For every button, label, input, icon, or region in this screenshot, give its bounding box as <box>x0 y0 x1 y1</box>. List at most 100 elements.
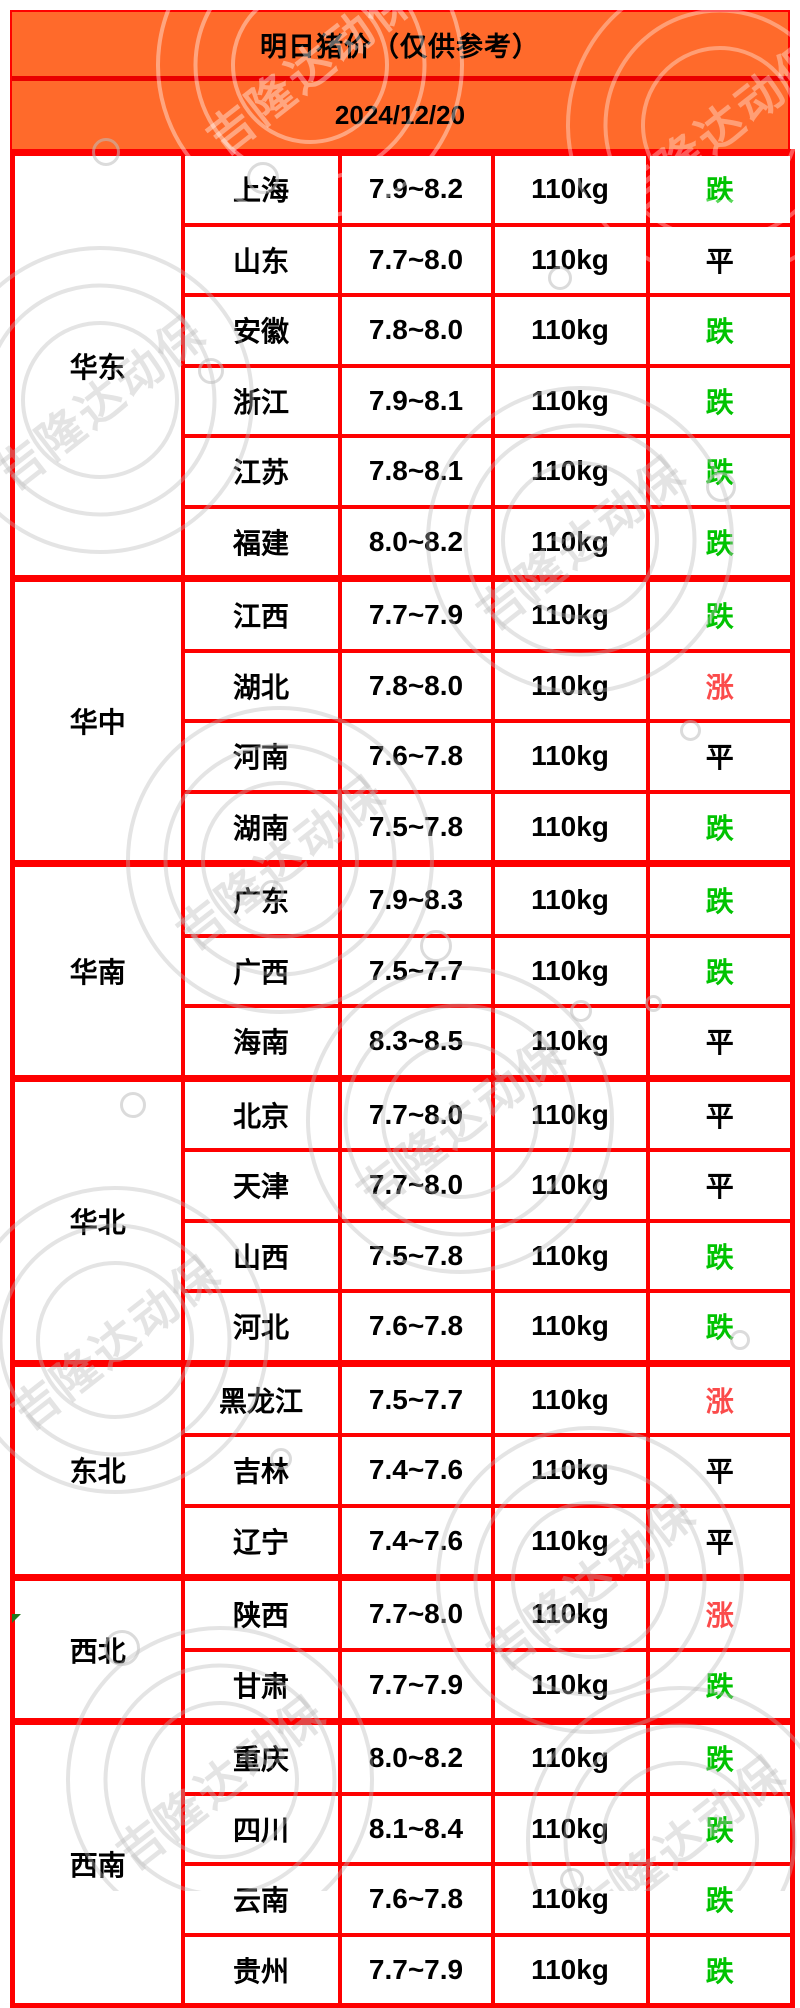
province-cell: 陕西 <box>180 1574 342 1652</box>
province-cell: 山西 <box>180 1218 342 1293</box>
table-row: 华北 北京 7.7~8.0 110kg 平 <box>10 1074 795 1365</box>
weight-cell: 110kg <box>490 149 650 227</box>
weight-cell: 110kg <box>490 1359 650 1437</box>
weight-cell: 110kg <box>490 1074 650 1152</box>
weight-cell: 110kg <box>490 933 650 1008</box>
weight-cell: 110kg <box>490 1218 650 1293</box>
price-cell: 7.6~7.8 <box>337 1289 495 1365</box>
report-date: 2024/12/20 <box>334 99 466 130</box>
trend-cell: 跌 <box>645 149 795 227</box>
region-cell: 东北 <box>10 1359 185 1580</box>
table-row: 东北 黑龙江 7.5~7.7 110kg 涨 <box>10 1359 795 1580</box>
weight-cell: 110kg <box>490 1503 650 1580</box>
weight-cell: 110kg <box>490 434 650 509</box>
price-cell: 8.1~8.4 <box>337 1791 495 1866</box>
table-row: 安徽 7.8~8.0 110kg 跌 <box>13 293 795 368</box>
trend-cell: 平 <box>645 1004 795 1080</box>
region-cell: 华南 <box>10 860 185 1080</box>
weight-cell: 110kg <box>490 1433 650 1508</box>
table-row: 广西 7.5~7.7 110kg 跌 <box>13 933 795 1008</box>
weight-cell: 110kg <box>490 719 650 794</box>
trend-cell: 涨 <box>645 1359 795 1437</box>
trend-cell: 跌 <box>645 789 795 866</box>
table-row: 福建 8.0~8.2 110kg 跌 <box>13 504 795 581</box>
trend-cell: 跌 <box>645 575 795 653</box>
price-cell: 8.3~8.5 <box>337 1004 495 1080</box>
table-row: 华东 上海 7.9~8.2 110kg 跌 <box>10 149 795 581</box>
price-cell: 8.0~8.2 <box>337 1718 495 1796</box>
table-row: 甘肃 7.7~7.9 110kg 跌 <box>13 1647 795 1724</box>
province-cell: 北京 <box>180 1074 342 1152</box>
province-cell: 甘肃 <box>180 1647 342 1724</box>
region-cell: 西北 <box>10 1574 185 1724</box>
price-cell: 7.9~8.2 <box>337 149 495 227</box>
weight-cell: 110kg <box>490 648 650 723</box>
table-row: 浙江 7.9~8.1 110kg 跌 <box>13 363 795 438</box>
weight-cell: 110kg <box>490 1647 650 1724</box>
trend-cell: 跌 <box>645 293 795 368</box>
region-cell: 华北 <box>10 1074 185 1365</box>
weight-cell: 110kg <box>490 1862 650 1937</box>
price-cell: 7.7~8.0 <box>337 1074 495 1152</box>
price-cell: 7.7~7.9 <box>337 1932 495 2008</box>
province-cell: 贵州 <box>180 1932 342 2008</box>
weight-cell: 110kg <box>490 1718 650 1796</box>
table-row: 四川 8.1~8.4 110kg 跌 <box>13 1791 795 1866</box>
table-row: 辽宁 7.4~7.6 110kg 平 <box>13 1503 795 1580</box>
trend-cell: 平 <box>645 1503 795 1580</box>
price-cell: 7.4~7.6 <box>337 1503 495 1580</box>
price-cell: 7.8~8.0 <box>337 293 495 368</box>
trend-cell: 涨 <box>645 1574 795 1652</box>
weight-cell: 110kg <box>490 504 650 581</box>
province-cell: 湖北 <box>180 648 342 723</box>
weight-cell: 110kg <box>490 363 650 438</box>
weight-cell: 110kg <box>490 222 650 297</box>
table-row: 湖南 7.5~7.8 110kg 跌 <box>13 789 795 866</box>
province-cell: 黑龙江 <box>180 1359 342 1437</box>
weight-cell: 110kg <box>490 1148 650 1223</box>
province-cell: 上海 <box>180 149 342 227</box>
table-row: 华南 广东 7.9~8.3 110kg 跌 <box>10 860 795 1080</box>
table-row: 华中 江西 7.7~7.9 110kg 跌 <box>10 575 795 866</box>
province-cell: 安徽 <box>180 293 342 368</box>
trend-cell: 跌 <box>645 1718 795 1796</box>
table-row: 海南 8.3~8.5 110kg 平 <box>13 1004 795 1080</box>
price-cell: 7.8~8.0 <box>337 648 495 723</box>
price-cell: 7.6~7.8 <box>337 1862 495 1937</box>
price-cell: 7.7~8.0 <box>337 1148 495 1223</box>
region-cell: 华东 <box>10 149 185 581</box>
weight-cell: 110kg <box>490 293 650 368</box>
weight-cell: 110kg <box>490 789 650 866</box>
trend-cell: 跌 <box>645 1862 795 1937</box>
trend-cell: 跌 <box>645 1289 795 1365</box>
table-row: 湖北 7.8~8.0 110kg 涨 <box>13 648 795 723</box>
table-row: 西南 重庆 8.0~8.2 110kg 跌 <box>10 1718 795 2008</box>
price-cell: 7.6~7.8 <box>337 719 495 794</box>
trend-cell: 涨 <box>645 648 795 723</box>
trend-cell: 跌 <box>645 1932 795 2008</box>
trend-cell: 平 <box>645 1433 795 1508</box>
trend-cell: 平 <box>645 1148 795 1223</box>
province-cell: 江苏 <box>180 434 342 509</box>
trend-cell: 跌 <box>645 504 795 581</box>
region-cell: 华中 <box>10 575 185 866</box>
price-cell: 7.7~7.9 <box>337 575 495 653</box>
table-row: 西北 陕西 7.7~8.0 110kg 涨 <box>10 1574 795 1724</box>
province-cell: 四川 <box>180 1791 342 1866</box>
header-divider-line <box>12 76 788 81</box>
table-row: 山西 7.5~7.8 110kg 跌 <box>13 1218 795 1293</box>
province-cell: 山东 <box>180 222 342 297</box>
pig-price-table: 华东 上海 7.9~8.2 110kg 跌山东 7.7~8.0 110kg 平安徽 7.8~8.… <box>10 149 795 2008</box>
price-cell: 7.7~8.0 <box>337 1574 495 1652</box>
province-cell: 广东 <box>180 860 342 938</box>
province-cell: 重庆 <box>180 1718 342 1796</box>
trend-cell: 跌 <box>645 1218 795 1293</box>
trend-cell: 跌 <box>645 434 795 509</box>
price-cell: 7.8~8.1 <box>337 434 495 509</box>
corner-flag-marker <box>12 1614 21 1623</box>
price-cell: 7.9~8.3 <box>337 860 495 938</box>
trend-cell: 跌 <box>645 363 795 438</box>
trend-cell: 平 <box>645 222 795 297</box>
trend-cell: 跌 <box>645 1647 795 1724</box>
trend-cell: 跌 <box>645 1791 795 1866</box>
